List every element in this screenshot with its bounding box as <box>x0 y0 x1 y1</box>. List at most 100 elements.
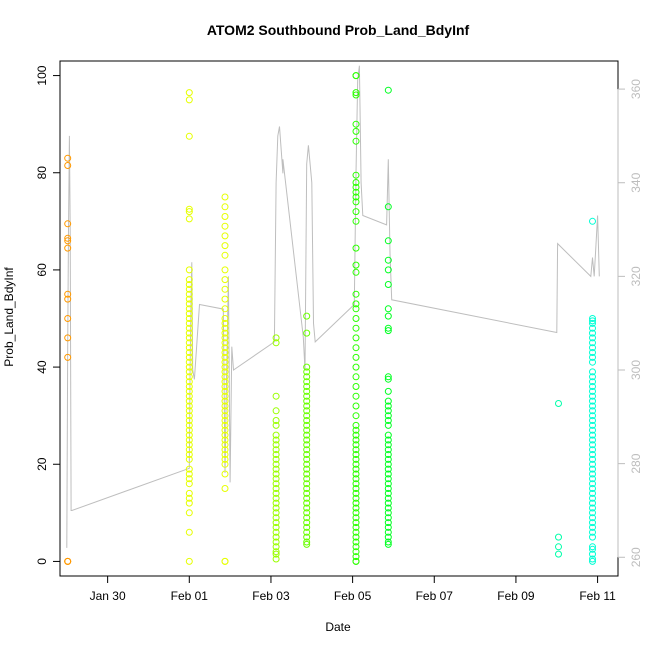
data-point <box>64 334 72 342</box>
data-point <box>221 373 229 381</box>
data-point <box>352 514 360 522</box>
data-point <box>384 494 392 502</box>
y2-tick-label: 280 <box>629 453 643 473</box>
data-point <box>272 475 280 483</box>
secondary-y-axis: 260 280 300 320 340 360 <box>617 79 643 567</box>
data-point <box>589 543 596 551</box>
data-point <box>589 441 596 449</box>
data-point <box>185 373 193 381</box>
data-point <box>272 339 280 347</box>
data-point <box>352 183 360 191</box>
data-point <box>272 514 280 522</box>
data-point <box>352 489 360 497</box>
data-point <box>589 317 596 325</box>
data-point <box>185 215 193 223</box>
data-point <box>352 261 360 269</box>
data-point <box>589 426 596 434</box>
data-point <box>64 244 72 252</box>
data-point <box>303 509 311 517</box>
data-point <box>352 120 360 128</box>
data-point <box>221 451 229 458</box>
data-point <box>185 358 193 366</box>
data-point <box>272 455 280 463</box>
data-point <box>221 305 229 313</box>
data-point <box>221 412 229 420</box>
data-point <box>352 344 360 352</box>
data-point <box>352 244 360 252</box>
data-point <box>384 485 392 492</box>
data-point <box>352 315 360 322</box>
data-point <box>303 402 311 410</box>
data-point <box>185 494 193 502</box>
data-point <box>352 533 360 541</box>
data-point <box>185 402 193 410</box>
data-point <box>185 387 193 395</box>
data-point <box>589 557 596 565</box>
data-point <box>185 339 193 347</box>
data-point <box>185 329 193 337</box>
data-point <box>185 441 193 449</box>
data-point <box>589 550 596 558</box>
data-point <box>303 485 311 492</box>
data-point <box>589 436 596 444</box>
data-point <box>384 480 392 488</box>
data-point <box>303 533 311 541</box>
data-point <box>589 485 596 492</box>
data-point <box>352 441 360 449</box>
data-point <box>352 494 360 502</box>
data-point <box>384 407 392 415</box>
data-point <box>589 315 596 322</box>
data-point <box>272 470 280 478</box>
data-point <box>589 499 596 507</box>
data-point <box>352 402 360 410</box>
data-point <box>384 373 392 381</box>
data-point <box>555 550 562 558</box>
data-point <box>185 557 193 565</box>
data-point <box>272 441 280 449</box>
data-point <box>384 421 392 429</box>
data-point <box>384 305 392 313</box>
data-point <box>221 455 229 463</box>
y2-tick-label: 300 <box>629 360 643 380</box>
data-point <box>352 91 360 99</box>
data-point <box>303 455 311 463</box>
data-point <box>185 368 193 376</box>
data-point <box>185 344 193 352</box>
data-point <box>272 417 280 424</box>
data-point <box>589 387 596 395</box>
data-point <box>221 251 229 259</box>
data-point <box>352 300 360 308</box>
data-point <box>185 528 193 536</box>
data-point <box>589 475 596 483</box>
data-point <box>384 402 392 410</box>
data-point <box>272 465 280 473</box>
data-point <box>64 295 72 303</box>
data-point <box>384 203 392 211</box>
data-point <box>589 545 596 553</box>
data-point <box>589 417 596 424</box>
data-point <box>303 363 311 371</box>
data-point <box>352 208 360 216</box>
data-point <box>221 232 229 240</box>
data-point <box>352 353 360 361</box>
data-point <box>352 188 360 196</box>
data-point <box>352 504 360 512</box>
data-point <box>589 217 596 225</box>
y-axis: 0 20 40 60 80 100 <box>35 65 61 565</box>
data-point <box>185 353 193 361</box>
data-point <box>589 465 596 473</box>
x-axis: Jan 30 Feb 01 Feb 03 Feb 05 Feb 07 Feb 09 Feb … <box>90 575 616 603</box>
data-point <box>555 400 562 407</box>
data-point <box>352 460 360 468</box>
data-point <box>221 222 229 230</box>
data-point <box>272 548 280 556</box>
data-point <box>221 285 229 293</box>
data-point <box>272 460 280 468</box>
y-tick-label: 60 <box>35 263 49 277</box>
data-point <box>185 509 193 517</box>
data-point <box>64 220 72 228</box>
data-point <box>185 285 193 293</box>
data-point <box>589 504 596 512</box>
data-point <box>272 494 280 502</box>
data-point <box>272 431 280 439</box>
